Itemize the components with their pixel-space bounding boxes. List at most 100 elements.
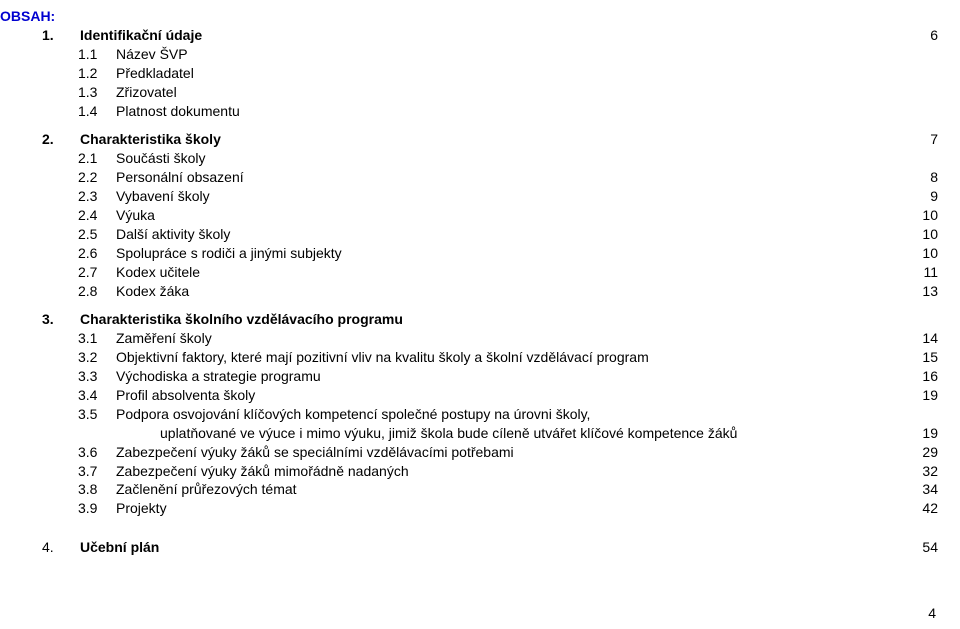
page-number: 14	[910, 329, 938, 348]
sub-label-cont: uplatňované ve výuce i mimo výuku, jimiž…	[160, 424, 737, 443]
sub-label: Projekty	[116, 499, 167, 518]
toc-sub-row: 3.9 Projekty 42	[0, 499, 938, 518]
sub-number: 1.1	[78, 45, 116, 64]
document-page: OBSAH: 1. Identifikační údaje 6 1.1 Náze…	[0, 0, 960, 629]
page-number: 10	[910, 225, 938, 244]
sub-label: Zřizovatel	[116, 83, 177, 102]
toc-sub-row: 2.4 Výuka 10	[0, 206, 938, 225]
toc-title: OBSAH:	[0, 8, 938, 24]
toc-sub-row: 1.4 Platnost dokumentu	[0, 102, 938, 121]
sub-label: Podpora osvojování klíčových kompetencí …	[116, 405, 590, 424]
sub-number: 2.8	[78, 282, 116, 301]
page-number: 34	[910, 480, 938, 499]
table-of-contents: 1. Identifikační údaje 6 1.1 Název ŠVP 1…	[0, 26, 938, 557]
toc-sub-row: 2.6 Spolupráce s rodiči a jinými subjekt…	[0, 244, 938, 263]
page-number: 19	[910, 424, 938, 443]
sub-number: 2.2	[78, 168, 116, 187]
toc-sub-row: 2.7 Kodex učitele 11	[0, 263, 938, 282]
page-number: 42	[910, 499, 938, 518]
toc-sub-row-continuation: uplatňované ve výuce i mimo výuku, jimiž…	[0, 424, 938, 443]
sub-label: Vybavení školy	[116, 187, 210, 206]
sub-label: Začlenění průřezových témat	[116, 480, 297, 499]
toc-sub-row: 3.4 Profil absolventa školy 19	[0, 386, 938, 405]
section-number: 1.	[42, 26, 80, 45]
page-number: 10	[910, 244, 938, 263]
toc-sub-row: 3.7 Zabezpečení výuky žáků mimořádně nad…	[0, 462, 938, 481]
section-number: 2.	[42, 130, 80, 149]
sub-label: Profil absolventa školy	[116, 386, 255, 405]
section-number: 4.	[42, 538, 80, 557]
sub-label: Výuka	[116, 206, 155, 225]
sub-label: Zabezpečení výuky žáků se speciálními vz…	[116, 443, 514, 462]
toc-sub-row: 3.5 Podpora osvojování klíčových kompete…	[0, 405, 938, 424]
sub-label: Součásti školy	[116, 149, 205, 168]
sub-number: 2.7	[78, 263, 116, 282]
sub-label: Platnost dokumentu	[116, 102, 240, 121]
sub-label: Kodex žáka	[116, 282, 189, 301]
toc-sub-row: 1.3 Zřizovatel	[0, 83, 938, 102]
toc-section-row: 2. Charakteristika školy 7	[0, 130, 938, 149]
section-label: Charakteristika školního vzdělávacího pr…	[80, 310, 403, 329]
toc-sub-row: 2.8 Kodex žáka 13	[0, 282, 938, 301]
sub-label: Spolupráce s rodiči a jinými subjekty	[116, 244, 342, 263]
sub-number: 2.1	[78, 149, 116, 168]
page-number: 11	[910, 263, 938, 282]
page-number: 7	[910, 130, 938, 149]
toc-sub-row: 3.2 Objektivní faktory, které mají pozit…	[0, 348, 938, 367]
sub-number: 3.1	[78, 329, 116, 348]
sub-label: Zabezpečení výuky žáků mimořádně nadanýc…	[116, 462, 409, 481]
sub-number: 2.6	[78, 244, 116, 263]
sub-label: Personální obsazení	[116, 168, 244, 187]
sub-number: 2.4	[78, 206, 116, 225]
toc-sub-row: 2.2 Personální obsazení 8	[0, 168, 938, 187]
page-number: 13	[910, 282, 938, 301]
sub-number: 3.9	[78, 499, 116, 518]
sub-label: Předkladatel	[116, 64, 194, 83]
toc-sub-row: 2.1 Součásti školy	[0, 149, 938, 168]
section-label: Identifikační údaje	[80, 26, 202, 45]
sub-number: 3.7	[78, 462, 116, 481]
page-number: 32	[910, 462, 938, 481]
sub-number: 3.6	[78, 443, 116, 462]
toc-section-row: 3. Charakteristika školního vzdělávacího…	[0, 310, 938, 329]
toc-sub-row: 3.3 Východiska a strategie programu 16	[0, 367, 938, 386]
page-number: 8	[910, 168, 938, 187]
sub-number: 1.4	[78, 102, 116, 121]
toc-sub-row: 3.8 Začlenění průřezových témat 34	[0, 480, 938, 499]
sub-number: 2.3	[78, 187, 116, 206]
toc-section-row: 1. Identifikační údaje 6	[0, 26, 938, 45]
page-number: 9	[910, 187, 938, 206]
page-number: 16	[910, 367, 938, 386]
page-number: 10	[910, 206, 938, 225]
page-number: 54	[910, 538, 938, 557]
section-label: Charakteristika školy	[80, 130, 221, 149]
sub-label: Kodex učitele	[116, 263, 200, 282]
page-number: 19	[910, 386, 938, 405]
sub-number: 3.3	[78, 367, 116, 386]
toc-sub-row: 3.6 Zabezpečení výuky žáků se speciálním…	[0, 443, 938, 462]
sub-number: 3.5	[78, 405, 116, 424]
sub-number: 1.2	[78, 64, 116, 83]
sub-number: 3.8	[78, 480, 116, 499]
sub-label: Východiska a strategie programu	[116, 367, 321, 386]
toc-sub-row: 2.3 Vybavení školy 9	[0, 187, 938, 206]
toc-sub-row: 1.2 Předkladatel	[0, 64, 938, 83]
page-number: 6	[910, 26, 938, 45]
page-number: 29	[910, 443, 938, 462]
sub-number: 3.2	[78, 348, 116, 367]
footer-page-number: 4	[928, 605, 936, 621]
sub-label: Název ŠVP	[116, 45, 188, 64]
page-number: 15	[910, 348, 938, 367]
toc-sub-row: 2.5 Další aktivity školy 10	[0, 225, 938, 244]
sub-label: Objektivní faktory, které mají pozitivní…	[116, 348, 649, 367]
sub-number: 1.3	[78, 83, 116, 102]
sub-label: Další aktivity školy	[116, 225, 230, 244]
toc-sub-row: 3.1 Zaměření školy 14	[0, 329, 938, 348]
section-label: Učební plán	[80, 538, 159, 557]
section-number: 3.	[42, 310, 80, 329]
sub-number: 2.5	[78, 225, 116, 244]
toc-section-row: 4. Učební plán 54	[0, 538, 938, 557]
toc-sub-row: 1.1 Název ŠVP	[0, 45, 938, 64]
sub-number: 3.4	[78, 386, 116, 405]
sub-label: Zaměření školy	[116, 329, 212, 348]
